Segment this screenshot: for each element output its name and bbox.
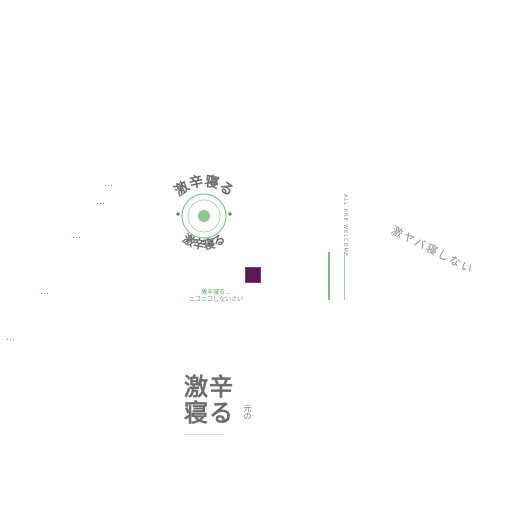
text-fragment: … — [6, 333, 15, 343]
text-fragment: … — [96, 197, 105, 207]
text-fragment: … — [40, 287, 49, 297]
emblem-graphic: 激辛寝る 激辛寝る — [171, 173, 236, 253]
emblem-top-text: 激辛寝る — [171, 173, 236, 200]
caption-line-2: ニコニコしないさい — [188, 296, 243, 303]
logo-side-text: 元の — [243, 404, 252, 420]
logo-line-2: 寝る — [184, 399, 234, 427]
round-emblem: 激辛寝る 激辛寝る — [158, 170, 250, 262]
purple-square — [245, 267, 261, 283]
bottom-logo: 激辛 寝る 元の ーーーーーーーーーー — [184, 374, 264, 446]
green-bars — [328, 252, 345, 300]
vertical-label-column: ALL ARE WELCOME — [328, 194, 350, 306]
rotated-label: 激ヤバ寝しない — [389, 223, 476, 277]
logo-tagline: ーーーーーーーーーー — [184, 432, 224, 437]
text-fragment: … — [72, 231, 81, 241]
svg-text:激辛寝る: 激辛寝る — [180, 231, 228, 253]
emblem-bottom-text: 激辛寝る — [180, 231, 228, 253]
text-fragment: … — [104, 179, 113, 189]
logo-line-1: 激辛 — [184, 373, 234, 401]
caption-line-1: 激辛寝る… — [200, 289, 231, 296]
emblem-caption: 激辛寝る… ニコニコしないさい — [170, 289, 262, 303]
vertical-label: ALL ARE WELCOME — [342, 194, 348, 258]
svg-text:激辛寝る: 激辛寝る — [171, 173, 236, 200]
